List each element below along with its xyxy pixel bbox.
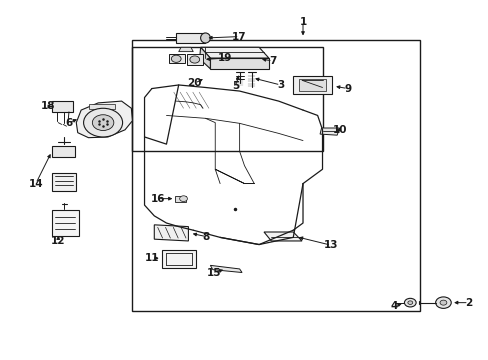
Polygon shape: [210, 265, 242, 273]
Text: 9: 9: [344, 84, 351, 94]
Polygon shape: [210, 58, 268, 69]
Polygon shape: [176, 33, 205, 43]
Text: 1: 1: [299, 17, 306, 27]
Text: 8: 8: [203, 232, 210, 242]
Circle shape: [435, 297, 450, 309]
Polygon shape: [264, 232, 302, 241]
Text: 5: 5: [232, 81, 239, 91]
Bar: [132, 47, 322, 151]
Text: 20: 20: [187, 78, 202, 88]
Polygon shape: [52, 146, 75, 157]
Polygon shape: [89, 104, 115, 109]
Polygon shape: [175, 196, 185, 202]
Polygon shape: [293, 76, 331, 94]
Bar: [132, 40, 419, 311]
Text: 14: 14: [28, 179, 43, 189]
Text: 18: 18: [41, 102, 56, 112]
Circle shape: [404, 298, 415, 307]
Text: 4: 4: [390, 301, 398, 311]
Text: 10: 10: [332, 125, 346, 135]
Text: 3: 3: [276, 80, 284, 90]
Text: 2: 2: [464, 298, 471, 308]
Text: 19: 19: [217, 53, 232, 63]
Polygon shape: [52, 211, 79, 235]
Text: 16: 16: [150, 194, 164, 204]
Polygon shape: [299, 79, 326, 91]
Polygon shape: [52, 101, 73, 112]
Circle shape: [171, 55, 181, 62]
Text: 17: 17: [232, 32, 246, 41]
Polygon shape: [154, 225, 188, 241]
Circle shape: [83, 108, 122, 137]
Polygon shape: [199, 47, 210, 69]
Polygon shape: [161, 250, 195, 268]
Circle shape: [407, 301, 412, 305]
Circle shape: [439, 300, 446, 305]
Text: 12: 12: [51, 236, 65, 246]
Text: 6: 6: [65, 118, 72, 128]
Text: 11: 11: [144, 253, 159, 263]
Polygon shape: [186, 54, 203, 65]
Circle shape: [92, 115, 114, 131]
Circle shape: [179, 196, 187, 202]
Circle shape: [189, 56, 199, 63]
Polygon shape: [168, 54, 184, 63]
Ellipse shape: [200, 33, 210, 43]
Text: 13: 13: [324, 240, 338, 250]
Polygon shape: [76, 101, 132, 138]
Polygon shape: [320, 128, 339, 135]
Text: 15: 15: [206, 267, 221, 278]
Text: 7: 7: [268, 56, 276, 66]
Polygon shape: [200, 47, 268, 58]
Polygon shape: [52, 173, 76, 191]
Polygon shape: [178, 47, 193, 51]
